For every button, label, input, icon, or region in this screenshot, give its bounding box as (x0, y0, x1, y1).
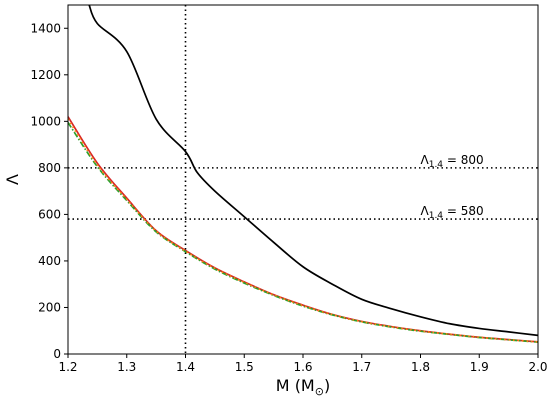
y-tick-label: 200 (38, 300, 61, 314)
annotation-subscript: 1.4 (429, 160, 444, 170)
annotation-value: = 800 (443, 153, 484, 167)
y-axis-label: Λ (3, 174, 22, 185)
x-tick-label: 1.7 (352, 360, 371, 374)
y-tick-label: 600 (38, 207, 61, 221)
plot-frame (67, 4, 539, 355)
x-tick-label: 1.3 (117, 360, 136, 374)
x-axis-label: M (M⊙) (276, 376, 330, 398)
annotation-1: Λ1.4 = 580 (421, 204, 484, 221)
y-tick-label: 800 (38, 161, 61, 175)
series-line-1 (67, 116, 539, 343)
x-tick-label: 1.5 (235, 360, 254, 374)
y-tick-label: 1400 (30, 21, 61, 35)
y-tick-label: 1000 (30, 114, 61, 128)
series-group (67, 4, 539, 343)
series-line-3 (67, 118, 539, 343)
annotation-subscript: 1.4 (429, 211, 444, 221)
annotation-0: Λ1.4 = 800 (421, 153, 484, 170)
ticks-group: 1.2 1.3 1.4 1.5 1.6 1.7 1.8 1.9 2.0 0 200 400 600 800… (30, 21, 547, 374)
x-axis-label-sub: ⊙ (315, 385, 324, 398)
y-tick-label: 400 (38, 254, 61, 268)
series-line-0 (88, 4, 539, 337)
x-tick-label: 1.2 (58, 360, 77, 374)
annotation-symbol: Λ (421, 153, 430, 167)
x-tick-label: 1.9 (470, 360, 489, 374)
y-tick-label: 1200 (30, 68, 61, 82)
x-tick-label: 2.0 (528, 360, 547, 374)
x-axis-label-end: ) (324, 376, 330, 395)
x-tick-label: 1.6 (293, 360, 312, 374)
reference-lines (68, 5, 538, 354)
x-tick-label: 1.8 (411, 360, 430, 374)
x-tick-label: 1.4 (176, 360, 195, 374)
x-axis-label-base: M (M (276, 376, 315, 395)
y-tick-label: 0 (53, 347, 61, 361)
annotation-symbol: Λ (421, 204, 430, 218)
annotation-value: = 580 (443, 204, 484, 218)
